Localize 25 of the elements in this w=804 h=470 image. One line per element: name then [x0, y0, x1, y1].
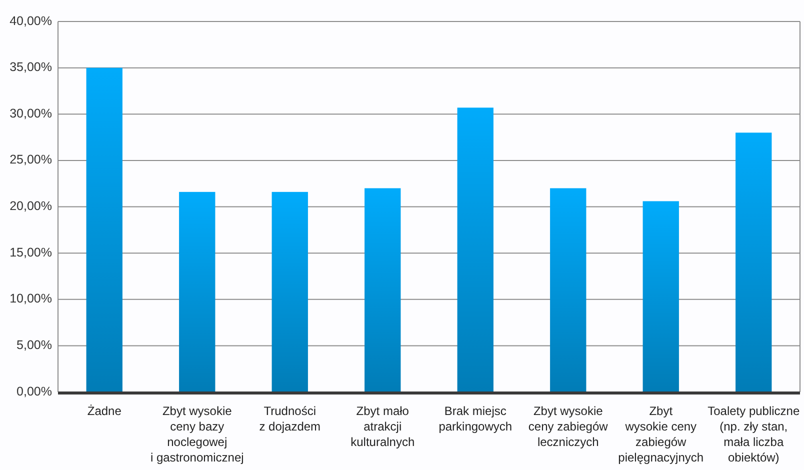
bar: [550, 188, 586, 392]
y-tick-label: 25,00%: [10, 152, 52, 167]
y-tick-label: 5,00%: [16, 338, 52, 352]
bar: [179, 192, 216, 392]
y-tick-label: 15,00%: [10, 245, 52, 260]
x-tick-label: Trudności z dojazdem: [259, 404, 321, 434]
bar: [364, 188, 401, 392]
bar: [642, 201, 679, 392]
y-tick-label: 40,00%: [10, 14, 52, 28]
x-tick-label: Zbyt mało atrakcji kulturalnych: [350, 404, 415, 449]
x-tick-label: Zbyt wysokie ceny zabiegów leczniczych: [528, 404, 608, 449]
bar: [86, 68, 122, 392]
bar: [736, 132, 772, 392]
y-tick-label: 0,00%: [16, 384, 52, 398]
y-tick-label: 30,00%: [10, 106, 52, 120]
x-tick-label: Toalety publiczne (np. zły stan, mała liczba obiektów): [708, 404, 800, 464]
bar: [457, 108, 494, 392]
bar: [272, 192, 308, 392]
y-tick-label: 20,00%: [10, 199, 52, 214]
x-tick-label: Brak miejsc parkingowych: [438, 404, 512, 434]
x-tick-label: Zbyt wysokie ceny zabiegów pielęgnacyjnych: [618, 404, 704, 464]
y-tick-label: 35,00%: [10, 60, 52, 74]
x-tick-label: Zbyt wysokie ceny bazy noclegowej i gastronomicznej: [150, 404, 244, 464]
y-tick-label: 10,00%: [10, 292, 52, 306]
x-tick-label: Żadne: [87, 404, 122, 418]
